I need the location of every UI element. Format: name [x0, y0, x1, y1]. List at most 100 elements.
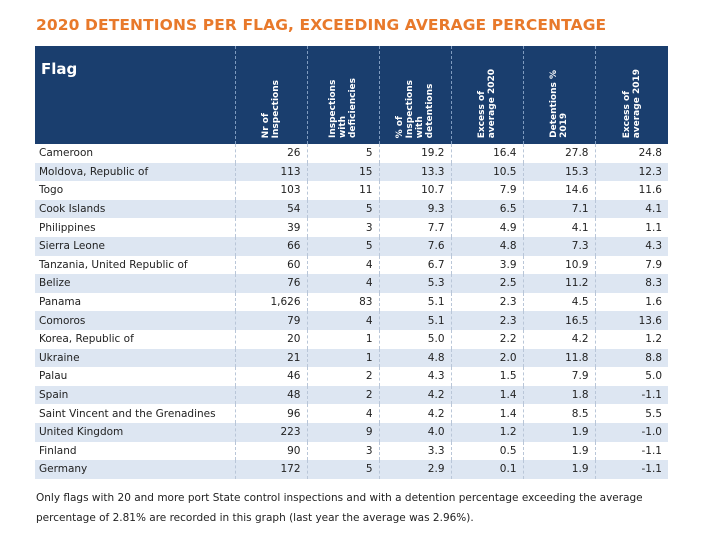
- value-cell: 5: [307, 199, 380, 219]
- flag-cell: Cameroon: [35, 144, 236, 163]
- value-cell: 12.3: [595, 162, 668, 182]
- value-cell: -1.1: [595, 385, 668, 405]
- value-cell: 15: [307, 162, 380, 182]
- value-cell: 172: [235, 460, 308, 479]
- value-cell: -1.0: [595, 422, 668, 442]
- value-cell: 2.9: [379, 460, 452, 479]
- flag-cell: Moldova, Republic of: [35, 162, 236, 182]
- flag-cell: United Kingdom: [35, 422, 236, 442]
- value-cell: 10.7: [379, 181, 452, 200]
- value-cell: 7.3: [523, 236, 596, 256]
- value-cell: 4.2: [379, 385, 452, 405]
- value-cell: 60: [235, 255, 308, 275]
- value-cell: 2: [307, 367, 380, 386]
- value-cell: 4: [307, 404, 380, 423]
- value-cell: 46: [235, 367, 308, 386]
- column-header-inspections: Nr of Inspections: [235, 46, 308, 144]
- value-cell: 7.7: [379, 218, 452, 237]
- value-cell: 2.3: [451, 311, 524, 330]
- value-cell: 4: [307, 274, 380, 293]
- column-header-label: Detentions % 2019: [549, 70, 569, 138]
- value-cell: 2.2: [451, 329, 524, 349]
- flag-cell: Saint Vincent and the Grenadines: [35, 404, 236, 423]
- table-row: Germany 172 5 2.9 0.1 1.9 -1.1: [35, 460, 668, 479]
- value-cell: 4.8: [451, 236, 524, 256]
- value-cell: 4.1: [523, 218, 596, 237]
- column-header-label: Nr of Inspections: [261, 79, 281, 138]
- value-cell: 4: [307, 255, 380, 275]
- value-cell: 1.4: [451, 385, 524, 405]
- value-cell: 1.9: [523, 460, 596, 479]
- value-cell: 19.2: [379, 144, 452, 163]
- table-row: Cook Islands 54 5 9.3 6.5 7.1 4.1: [35, 199, 668, 219]
- flag-cell: Togo: [35, 181, 236, 200]
- table-row: Sierra Leone 66 5 7.6 4.8 7.3 4.3: [35, 236, 668, 256]
- value-cell: 39: [235, 218, 308, 237]
- value-cell: 15.3: [523, 162, 596, 182]
- flag-cell: Philippines: [35, 218, 236, 237]
- value-cell: 1,626: [235, 292, 308, 312]
- value-cell: 4.5: [523, 292, 596, 312]
- value-cell: 14.6: [523, 181, 596, 200]
- value-cell: 13.3: [379, 162, 452, 182]
- page-title: 2020 DETENTIONS PER FLAG, EXCEEDING AVER…: [36, 16, 607, 34]
- value-cell: 20: [235, 329, 308, 349]
- value-cell: 4.9: [451, 218, 524, 237]
- flag-cell: Germany: [35, 460, 236, 479]
- value-cell: 83: [307, 292, 380, 312]
- table-row: Ukraine 21 1 4.8 2.0 11.8 8.8: [35, 348, 668, 368]
- table-body: Cameroon 26 5 19.2 16.4 27.8 24.8 Moldova, Repu…: [35, 144, 668, 479]
- table-row: Cameroon 26 5 19.2 16.4 27.8 24.8: [35, 144, 668, 163]
- value-cell: 4.8: [379, 348, 452, 368]
- header-row: Flag Nr of Inspections Inspections with …: [35, 46, 668, 144]
- value-cell: 90: [235, 441, 308, 461]
- table-row: Moldova, Republic of 113 15 13.3 10.5 15.3 12.…: [35, 162, 668, 182]
- value-cell: 5: [307, 460, 380, 479]
- column-header-excess-2020: Excess of average 2020: [451, 46, 524, 144]
- value-cell: 10.9: [523, 255, 596, 275]
- value-cell: 7.6: [379, 236, 452, 256]
- flag-cell: Korea, Republic of: [35, 329, 236, 349]
- value-cell: 5.5: [595, 404, 668, 423]
- value-cell: 5: [307, 144, 380, 163]
- value-cell: 0.5: [451, 441, 524, 461]
- column-header-label: Excess of average 2019: [621, 68, 642, 138]
- value-cell: 4.1: [595, 199, 668, 219]
- value-cell: 1.8: [523, 385, 596, 405]
- value-cell: 1.2: [451, 422, 524, 442]
- value-cell: 2.3: [451, 292, 524, 312]
- table-row: Comoros 79 4 5.1 2.3 16.5 13.6: [35, 311, 668, 330]
- table-row: Palau 46 2 4.3 1.5 7.9 5.0: [35, 367, 668, 386]
- detentions-table: Flag Nr of Inspections Inspections with …: [35, 46, 668, 479]
- value-cell: 1.4: [451, 404, 524, 423]
- value-cell: 16.4: [451, 144, 524, 163]
- value-cell: 48: [235, 385, 308, 405]
- value-cell: -1.1: [595, 441, 668, 461]
- table-row: Tanzania, United Republic of 60 4 6.7 3.9 10.…: [35, 255, 668, 275]
- value-cell: 54: [235, 199, 308, 219]
- value-cell: 1.9: [523, 422, 596, 442]
- value-cell: 8.3: [595, 274, 668, 293]
- value-cell: 8.8: [595, 348, 668, 368]
- value-cell: 3: [307, 218, 380, 237]
- value-cell: 4.2: [379, 404, 452, 423]
- flag-cell: Tanzania, United Republic of: [35, 255, 236, 275]
- footnote: Only flags with 20 and more port State c…: [36, 492, 643, 524]
- value-cell: 11: [307, 181, 380, 200]
- value-cell: 0.1: [451, 460, 524, 479]
- flag-cell: Ukraine: [35, 348, 236, 368]
- table-row: Panama 1,626 83 5.1 2.3 4.5 1.6: [35, 292, 668, 312]
- flag-cell: Comoros: [35, 311, 236, 330]
- value-cell: 9.3: [379, 199, 452, 219]
- flag-cell: Finland: [35, 441, 236, 461]
- value-cell: 103: [235, 181, 308, 200]
- column-header-detention-pct: % of Inspections with detentions: [379, 46, 452, 144]
- value-cell: 26: [235, 144, 308, 163]
- value-cell: 6.7: [379, 255, 452, 275]
- value-cell: 76: [235, 274, 308, 293]
- column-header-excess-2019: Excess of average 2019: [595, 46, 668, 144]
- value-cell: 11.6: [595, 181, 668, 200]
- table-row: Philippines 39 3 7.7 4.9 4.1 1.1: [35, 218, 668, 237]
- value-cell: 8.5: [523, 404, 596, 423]
- value-cell: 2.0: [451, 348, 524, 368]
